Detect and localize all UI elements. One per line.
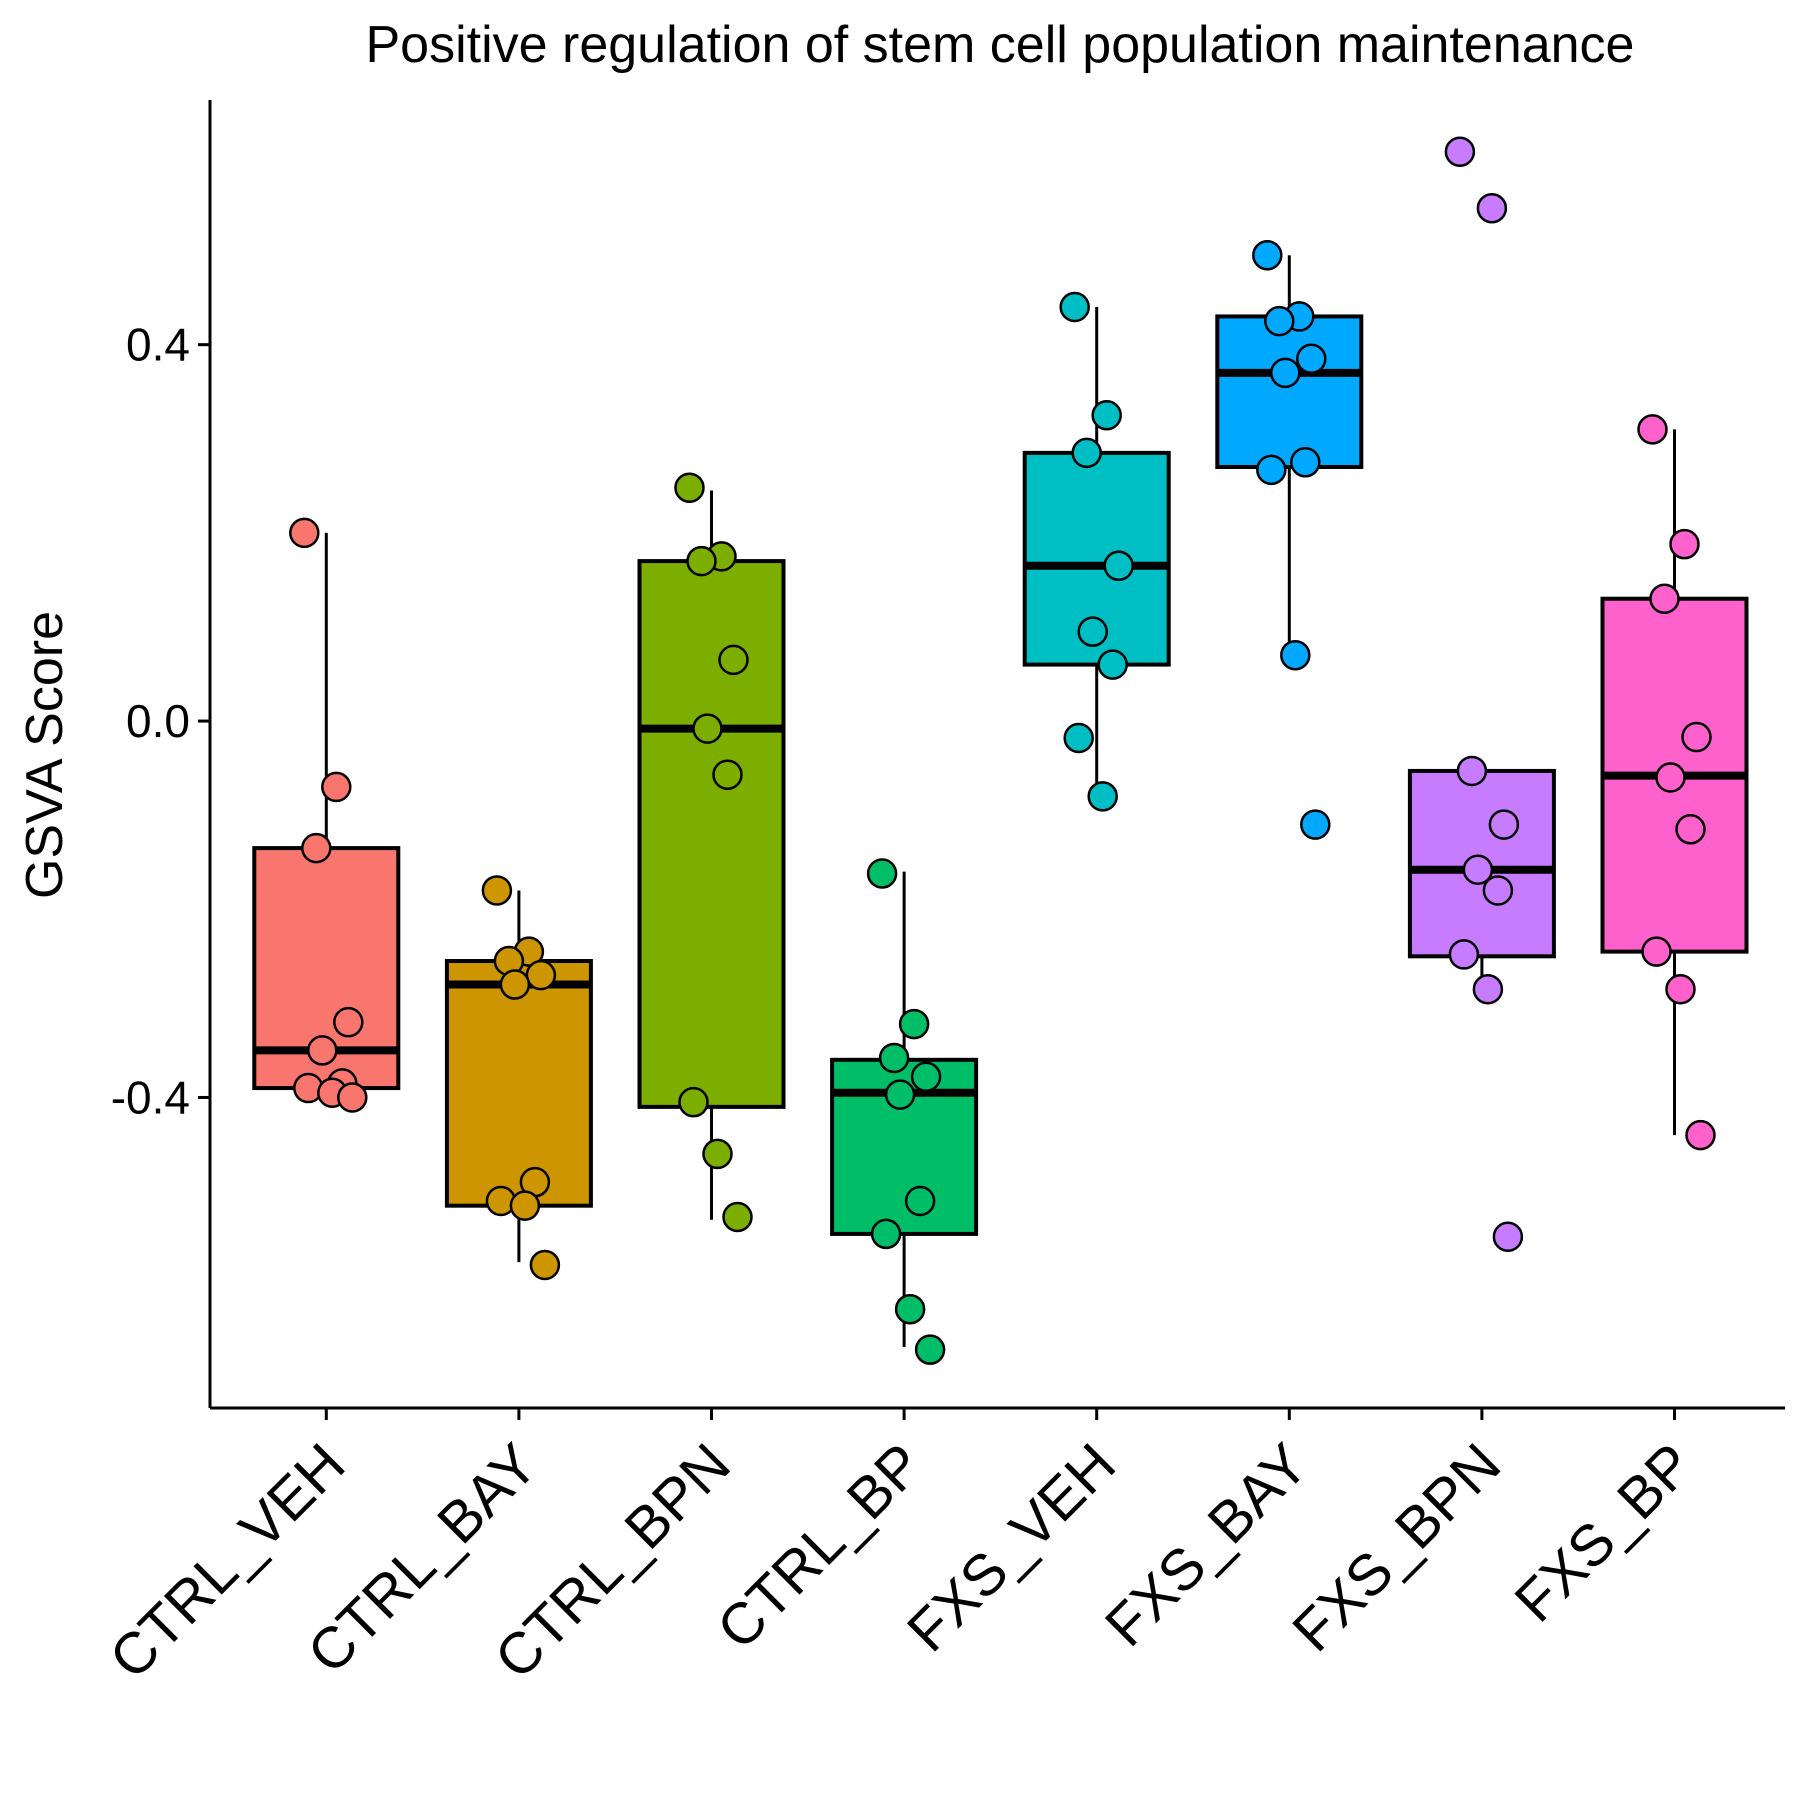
data-point <box>884 1079 916 1110</box>
data-point <box>525 959 557 991</box>
data-point <box>678 1086 709 1118</box>
data-point <box>1472 974 1504 1005</box>
data-point <box>722 1201 753 1233</box>
data-point <box>1462 854 1494 885</box>
data-point <box>898 1008 930 1040</box>
data-point <box>1681 721 1712 753</box>
data-point <box>1296 343 1327 375</box>
box <box>1215 314 1364 469</box>
data-point <box>1482 875 1514 906</box>
data-point <box>1637 414 1668 445</box>
data-point <box>333 1006 364 1038</box>
y-tick-label: -0.4 <box>111 1071 190 1123</box>
data-point <box>870 1218 902 1250</box>
box-group-ctrl-bpn <box>637 472 786 1233</box>
data-point <box>1091 399 1122 431</box>
data-point <box>692 713 723 744</box>
data-point <box>1685 1119 1716 1151</box>
data-point <box>1059 291 1090 323</box>
x-tick-label: FXS_VEH <box>895 1431 1128 1664</box>
data-point <box>1649 583 1680 614</box>
x-tick-label: CTRL_BP <box>705 1431 936 1662</box>
data-point <box>1641 936 1672 967</box>
box-group-ctrl-veh <box>252 517 401 1113</box>
box <box>637 559 786 1109</box>
box-group-fxs-bpn <box>1407 136 1556 1252</box>
data-point <box>702 1138 733 1170</box>
plot-area <box>252 136 1749 1365</box>
data-point <box>337 1082 368 1113</box>
data-point <box>686 545 717 577</box>
box-group-ctrl-bay <box>444 875 593 1281</box>
y-axis-ticks: -0.4 0.0 0.4 <box>111 319 210 1123</box>
data-point <box>529 1249 561 1281</box>
data-point <box>301 832 332 864</box>
box-group-ctrl-bp <box>830 858 979 1365</box>
x-tick-label: FXS_BP <box>1502 1431 1705 1634</box>
data-point <box>1270 357 1301 389</box>
data-point <box>718 644 749 676</box>
data-point <box>1675 814 1706 845</box>
data-point <box>1087 781 1118 812</box>
data-point <box>914 1334 946 1365</box>
data-point <box>1280 639 1311 671</box>
box-group-fxs-bay <box>1215 240 1364 840</box>
data-point <box>866 858 898 889</box>
data-point <box>894 1293 926 1325</box>
data-point <box>509 1190 541 1221</box>
data-point <box>1655 762 1686 793</box>
data-point <box>1444 136 1476 168</box>
y-tick-label: 0.4 <box>126 319 190 371</box>
data-point <box>1264 305 1295 337</box>
box-group-fxs-veh <box>1022 291 1171 812</box>
data-point <box>712 759 743 790</box>
data-point <box>1077 616 1108 647</box>
data-point <box>1071 437 1102 469</box>
box-group-fxs-bp <box>1600 414 1749 1151</box>
y-axis-label: GSVA Score <box>16 611 74 899</box>
data-point <box>1300 809 1331 840</box>
data-point <box>910 1061 942 1093</box>
data-point <box>1492 1221 1524 1252</box>
chart-title: Positive regulation of stem cell populat… <box>366 16 1635 74</box>
data-point <box>1665 974 1696 1005</box>
data-point <box>1669 528 1700 560</box>
data-point <box>1488 809 1520 840</box>
x-tick-label: FXS_BPN <box>1280 1431 1513 1664</box>
data-point <box>1448 939 1480 970</box>
data-point <box>674 472 705 503</box>
box <box>444 959 593 1208</box>
data-point <box>1103 550 1134 582</box>
data-point <box>289 517 320 549</box>
data-point <box>307 1035 338 1066</box>
x-axis-ticks: CTRL_VEHCTRL_BAYCTRL_BPNCTRL_BPFXS_VEHFX… <box>97 1408 1706 1691</box>
data-point <box>1063 722 1094 754</box>
data-point <box>904 1185 936 1217</box>
data-point <box>1456 755 1488 787</box>
data-point <box>1290 447 1321 478</box>
data-point <box>321 771 352 803</box>
data-point <box>1097 649 1128 680</box>
data-point <box>1476 192 1508 224</box>
data-point <box>1256 454 1287 486</box>
data-point <box>1252 240 1283 271</box>
data-point <box>878 1042 910 1074</box>
data-point <box>481 875 513 906</box>
data-point <box>499 969 531 1000</box>
y-tick-label: 0.0 <box>126 695 190 747</box>
